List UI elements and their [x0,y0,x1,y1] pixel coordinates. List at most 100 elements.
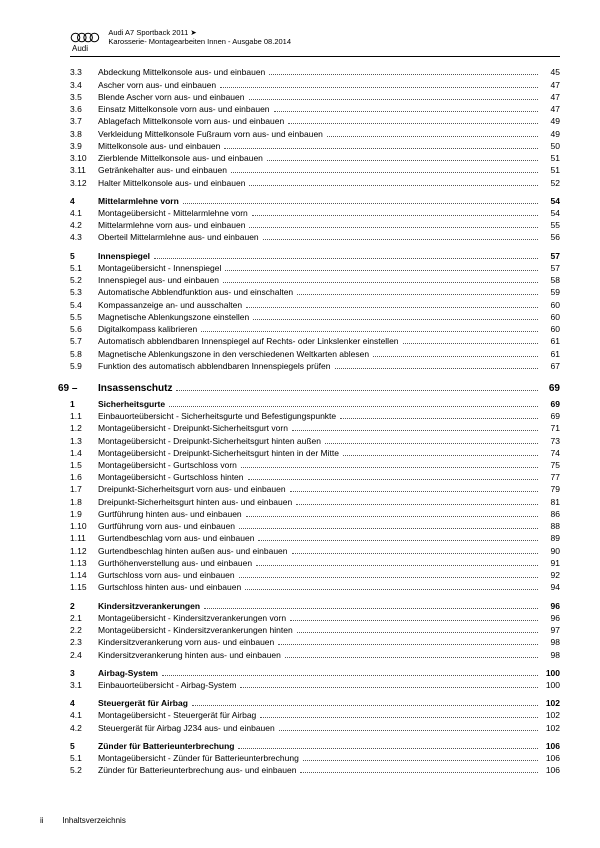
toc-number: 1.8 [70,497,98,508]
leader-dots [248,479,538,480]
toc-title: Sicherheitsgurte [98,399,165,410]
toc-row: 3Airbag-System100 [70,668,560,679]
toc-row: 1.1Einbauorteübersicht - Sicherheitsgurt… [70,411,560,422]
toc-row: 5Zünder für Batterieunterbrechung106 [70,741,560,752]
toc-number: 1.7 [70,484,98,495]
toc-row: 1.12Gurtendbeschlag hinten außen aus- un… [70,546,560,557]
leader-dots [183,203,538,204]
toc-page: 86 [542,509,560,520]
leader-dots [249,227,538,228]
toc-number: 1.14 [70,570,98,581]
toc-row: 5.8Magnetische Ablenkungszone in den ver… [70,349,560,360]
leader-dots [220,87,538,88]
leader-dots [253,319,538,320]
toc-number: 2.1 [70,613,98,624]
toc-row: 3.6Einsatz Mittelkonsole vorn aus- und e… [70,104,560,115]
toc-page: 102 [542,710,560,721]
toc-title: Halter Mittelkonsole aus- und einbauen [98,178,245,189]
toc-row: 5.5Magnetische Ablenkungszone einstellen… [70,312,560,323]
toc-number: 5.3 [70,287,98,298]
leader-dots [176,390,538,391]
page-container: Audi A7 Sportback 2011 ➤ Karosserie- Mon… [0,0,600,848]
toc-title: Ascher vorn aus- und einbauen [98,80,216,91]
leader-dots [224,148,538,149]
toc-title: Innenspiegel aus- und einbauen [98,275,219,286]
toc-row: 5.2Innenspiegel aus- und einbauen58 [70,275,560,286]
toc-row: 1.13Gurthöhenverstellung aus- und einbau… [70,558,560,569]
toc-number: 1.3 [70,436,98,447]
toc-number: 4.1 [70,710,98,721]
toc-row: 5.1Montageübersicht - Zünder für Batteri… [70,753,560,764]
toc-row: 1.8Dreipunkt-Sicherheitsgurt hinten aus-… [70,497,560,508]
toc-page: 49 [542,116,560,127]
toc-row: 3.10Zierblende Mittelkonsole aus- und ei… [70,153,560,164]
toc-page: 89 [542,533,560,544]
toc-page: 57 [542,263,560,274]
toc-title: Innenspiegel [98,251,150,262]
leader-dots [246,307,538,308]
toc-page: 57 [542,251,560,262]
leader-dots [239,528,538,529]
leader-dots [238,748,538,749]
toc-title: Dreipunkt-Sicherheitsgurt hinten aus- un… [98,497,292,508]
toc-number: 5.1 [70,753,98,764]
toc-number: 1.15 [70,582,98,593]
leader-dots [225,270,538,271]
leader-dots [297,294,538,295]
toc-row: 4.2Mittelarmlehne vorn aus- und einbauen… [70,220,560,231]
toc-number: 3.11 [70,165,98,176]
toc-row: 4.1Montageübersicht - Mittelarmlehne vor… [70,208,560,219]
leader-dots [231,172,538,173]
toc-title: Gurtendbeschlag hinten außen aus- und ei… [98,546,288,557]
toc-title: Automatisch abblendbaren Innenspiegel au… [98,336,399,347]
toc-page: 69 [542,399,560,410]
leader-dots [256,565,538,566]
toc-page: 98 [542,650,560,661]
toc-page: 106 [542,741,560,752]
toc-row: 1.5Montageübersicht - Gurtschloss vorn75 [70,460,560,471]
toc-row: 1.9Gurtführung hinten aus- und einbauen8… [70,509,560,520]
toc-number: 3.10 [70,153,98,164]
toc-row: 3.3Abdeckung Mittelkonsole aus- und einb… [70,67,560,78]
toc-title: Montageübersicht - Mittelarmlehne vorn [98,208,248,219]
toc-title: Magnetische Ablenkungszone einstellen [98,312,249,323]
leader-dots [258,540,538,541]
toc-number: 1.4 [70,448,98,459]
toc-title: Einbauorteübersicht - Airbag-System [98,680,236,691]
header-text: Audi A7 Sportback 2011 ➤ Karosserie- Mon… [108,28,291,46]
leader-dots [340,418,538,419]
toc-title: Airbag-System [98,668,158,679]
leader-dots [162,675,538,676]
toc-page: 73 [542,436,560,447]
toc-page: 97 [542,625,560,636]
toc-title: Blende Ascher vorn aus- und einbauen [98,92,245,103]
leader-dots [223,282,538,283]
toc-title: Zierblende Mittelkonsole aus- und einbau… [98,153,263,164]
toc-page: 91 [542,558,560,569]
page-footer: ii Inhaltsverzeichnis [40,816,126,826]
toc-row: 2.4Kindersitzverankerung hinten aus- und… [70,650,560,661]
toc-row: 1.7Dreipunkt-Sicherheitsgurt vorn aus- u… [70,484,560,495]
toc-page: 54 [542,208,560,219]
toc-row: 5.6Digitalkompass kalibrieren60 [70,324,560,335]
toc-page: 60 [542,324,560,335]
toc-number: 3.3 [70,67,98,78]
leader-dots [192,705,538,706]
toc-page: 47 [542,80,560,91]
toc-number: 3.4 [70,80,98,91]
toc-number: 2.2 [70,625,98,636]
leader-dots [169,406,538,407]
toc-page: 69 [542,411,560,422]
toc-number: 3.5 [70,92,98,103]
toc-title: Gurtführung hinten aus- und einbauen [98,509,242,520]
toc-title: Verkleidung Mittelkonsole Fußraum vorn a… [98,129,323,140]
page-number: ii [40,816,60,826]
leader-dots [290,491,538,492]
toc-row: 2Kindersitzverankerungen96 [70,601,560,612]
toc-row: 2.1Montageübersicht - Kindersitzveranker… [70,613,560,624]
toc-title: Montageübersicht - Innenspiegel [98,263,221,274]
leader-dots [260,717,538,718]
toc-number: 3.12 [70,178,98,189]
leader-dots [343,455,538,456]
leader-dots [204,608,538,609]
